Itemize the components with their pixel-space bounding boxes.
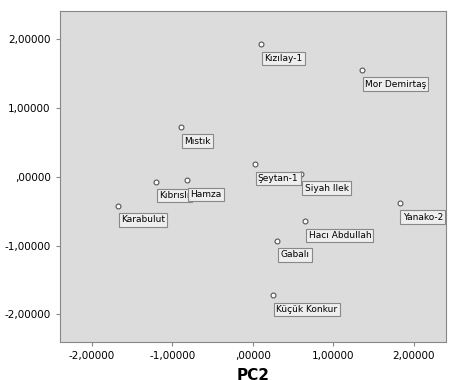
Text: Yanako-2: Yanako-2 <box>402 212 442 222</box>
Text: Siyah Ilek: Siyah Ilek <box>304 184 348 193</box>
Text: Mor Demirtaş: Mor Demirtaş <box>364 79 425 89</box>
Text: Mıstık: Mıstık <box>183 137 210 146</box>
Text: Küçük Konkur: Küçük Konkur <box>276 305 337 314</box>
Text: Hacı Abdullah: Hacı Abdullah <box>308 231 370 240</box>
X-axis label: PC2: PC2 <box>236 368 269 380</box>
Text: Kıbrıslı: Kıbrıslı <box>159 191 190 200</box>
Text: Karabulut: Karabulut <box>121 215 165 224</box>
Text: Kızılay-1: Kızılay-1 <box>263 54 302 63</box>
Text: Gabalı: Gabalı <box>280 250 309 260</box>
Text: Hamza: Hamza <box>190 190 221 199</box>
Text: Şeytan-1: Şeytan-1 <box>257 174 298 183</box>
